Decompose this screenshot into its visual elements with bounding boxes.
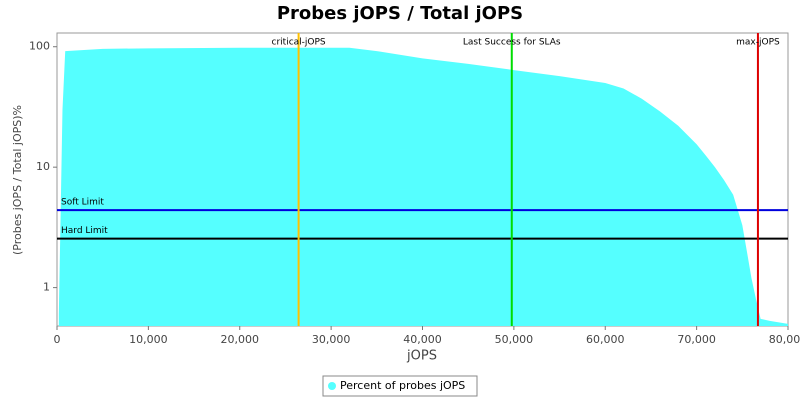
x-tick-label: 70,000 — [677, 333, 716, 346]
x-tick-label: 80,000 — [769, 333, 800, 346]
y-tick-label: 1 — [43, 281, 50, 294]
x-tick-label: 40,000 — [403, 333, 442, 346]
legend-box — [322, 375, 478, 397]
reference-label: max-jOPS — [736, 38, 780, 48]
reference-label: Last Success for SLAs — [463, 38, 561, 48]
legend-marker — [328, 382, 336, 390]
x-tick-label: 10,000 — [129, 333, 168, 346]
x-tick-label: 50,000 — [495, 333, 534, 346]
x-tick-label: 30,000 — [312, 333, 351, 346]
x-tick-label: 0 — [54, 333, 61, 346]
legend-label: Percent of probes jOPS — [340, 379, 465, 392]
x-axis-label: jOPS — [406, 349, 437, 364]
x-tick-label: 60,000 — [586, 333, 625, 346]
y-tick-label: 10 — [36, 160, 50, 173]
reference-label: Soft Limit — [61, 198, 104, 208]
y-axis-label: (Probes jOPS / Total jOPS)% — [11, 105, 24, 255]
y-tick-label: 100 — [29, 40, 50, 53]
chart-title: Probes jOPS / Total jOPS — [277, 3, 523, 24]
x-tick-label: 20,000 — [221, 333, 260, 346]
reference-label: critical-jOPS — [272, 38, 326, 48]
reference-label: Hard Limit — [61, 226, 108, 236]
area — [58, 47, 788, 327]
